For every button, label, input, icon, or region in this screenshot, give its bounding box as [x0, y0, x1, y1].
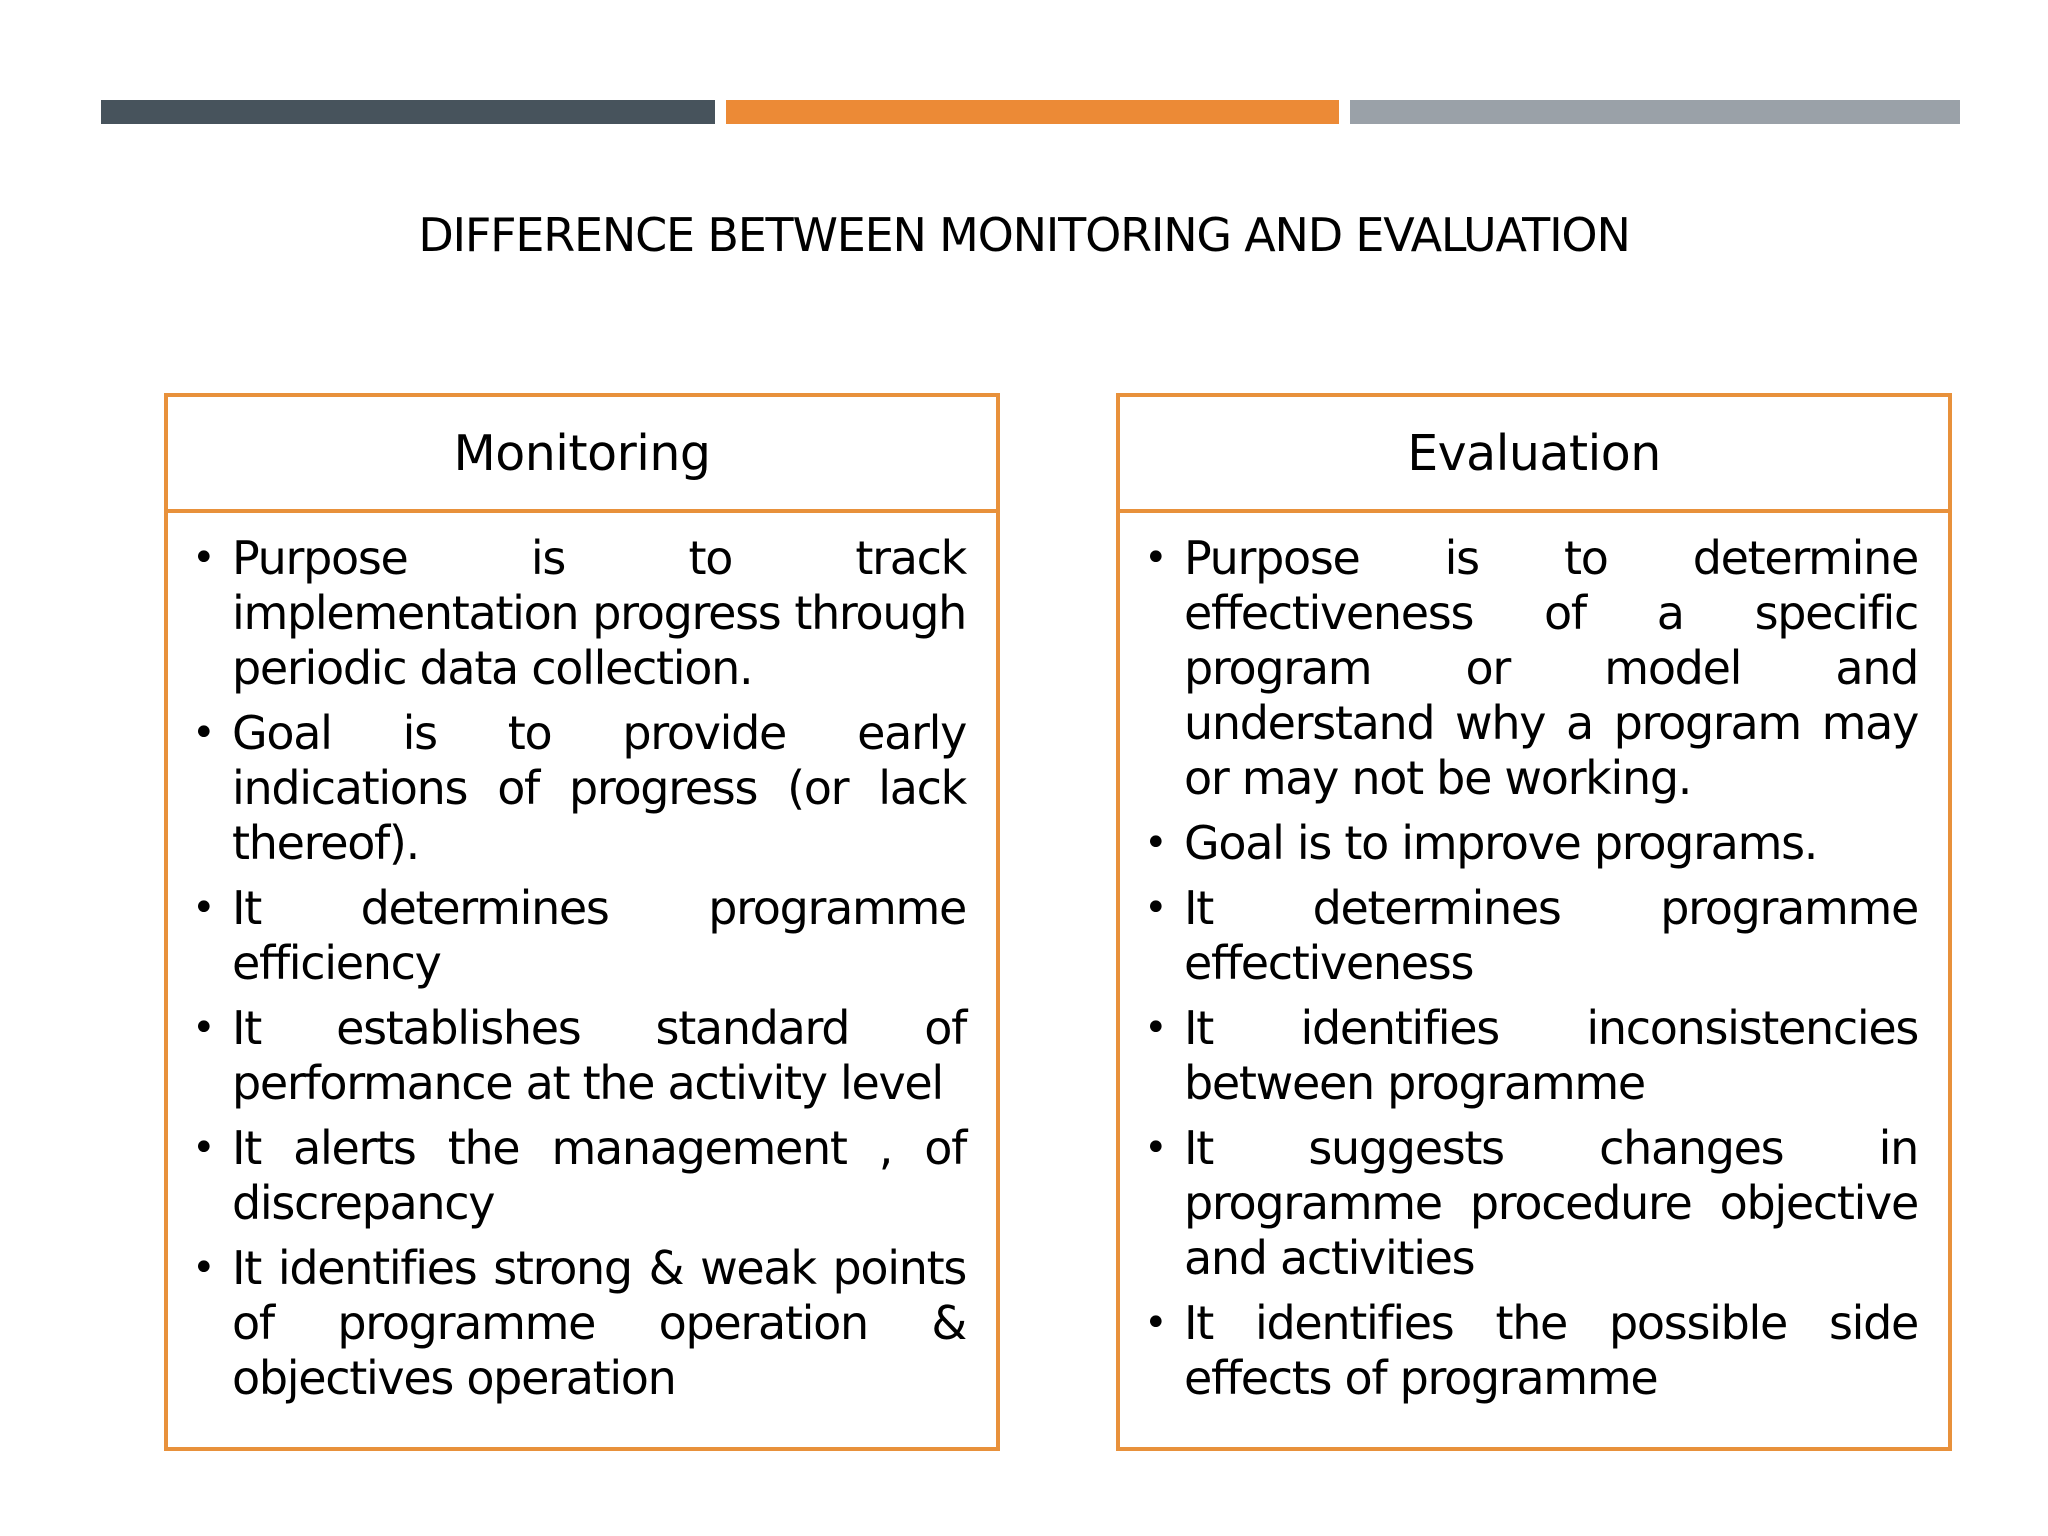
evaluation-body: • Purpose is to determine effectiveness o…: [1120, 513, 1948, 1406]
bullet-icon: •: [192, 710, 216, 756]
monitoring-point-text: It determines programme efficiency: [232, 881, 967, 990]
bullet-icon: •: [1144, 885, 1168, 931]
evaluation-list: • Purpose is to determine effectiveness o…: [1144, 531, 1919, 1406]
evaluation-heading: Evaluation: [1120, 397, 1948, 513]
slide-title: DIFFERENCE BETWEEN MONITORING AND EVALUA…: [418, 208, 1631, 262]
evaluation-point-text: It identifies the possible side effects …: [1184, 1296, 1919, 1405]
evaluation-point: • Goal is to improve programs.: [1144, 816, 1918, 871]
bullet-icon: •: [1144, 535, 1168, 581]
bullet-icon: •: [1144, 820, 1168, 866]
bullet-icon: •: [1144, 1300, 1168, 1346]
evaluation-point: • Purpose is to determine effectiveness o…: [1144, 531, 1919, 806]
monitoring-point: • Purpose is to track implementation prog…: [192, 531, 967, 696]
monitoring-point-text: Goal is to provide early indications of …: [232, 706, 967, 870]
evaluation-point-text: It suggests changes in programme procedu…: [1184, 1121, 1919, 1285]
bullet-icon: •: [1144, 1005, 1168, 1051]
monitoring-body: • Purpose is to track implementation prog…: [168, 513, 996, 1406]
evaluation-point: • It identifies inconsistencies between p…: [1144, 1001, 1919, 1111]
top-decorative-bars: [101, 100, 1960, 124]
evaluation-point: • It suggests changes in programme proced…: [1144, 1121, 1919, 1286]
bar-dark-segment: [101, 100, 715, 124]
evaluation-point-text: Goal is to improve programs.: [1184, 816, 1818, 870]
monitoring-point: • Goal is to provide early indications of…: [192, 706, 967, 871]
bullet-icon: •: [1144, 1125, 1168, 1171]
bullet-icon: •: [192, 1005, 216, 1051]
monitoring-panel: Monitoring • Purpose is to track implemen…: [164, 393, 1000, 1451]
evaluation-point: • It determines programme effectiveness: [1144, 881, 1919, 991]
monitoring-point: • It identifies strong & weak points of p…: [192, 1241, 967, 1406]
monitoring-point: • It determines programme efficiency: [192, 881, 967, 991]
bullet-icon: •: [192, 1125, 216, 1171]
evaluation-point-text: It determines programme effectiveness: [1184, 881, 1919, 990]
bar-gray-segment: [1350, 100, 1960, 124]
monitoring-point: • It establishes standard of performance …: [192, 1001, 967, 1111]
evaluation-point-text: It identifies inconsistencies between pr…: [1184, 1001, 1919, 1110]
monitoring-point-text: It identifies strong & weak points of pr…: [232, 1241, 967, 1405]
bar-orange-segment: [726, 100, 1339, 124]
bullet-icon: •: [192, 535, 216, 581]
evaluation-point: • It identifies the possible side effects…: [1144, 1296, 1919, 1406]
evaluation-panel: Evaluation • Purpose is to determine effe…: [1116, 393, 1952, 1451]
monitoring-point: • It alerts the management , of discrepan…: [192, 1121, 967, 1231]
monitoring-heading: Monitoring: [168, 397, 996, 513]
bullet-icon: •: [192, 885, 216, 931]
monitoring-point-text: It alerts the management , of discrepanc…: [232, 1121, 967, 1230]
monitoring-list: • Purpose is to track implementation prog…: [192, 531, 967, 1406]
monitoring-point-text: Purpose is to track implementation progr…: [232, 531, 967, 695]
bullet-icon: •: [192, 1245, 216, 1291]
evaluation-point-text: Purpose is to determine effectiveness of…: [1184, 531, 1919, 805]
monitoring-point-text: It establishes standard of performance a…: [232, 1001, 967, 1110]
